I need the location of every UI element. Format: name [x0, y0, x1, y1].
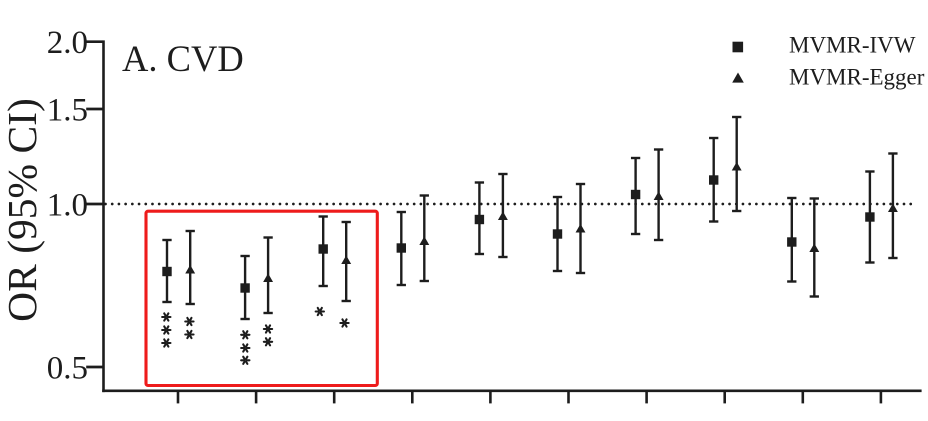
svg-text:1.0: 1.0 — [47, 187, 88, 223]
svg-text:A. CVD: A. CVD — [122, 38, 244, 79]
svg-text:MVMR-IVW: MVMR-IVW — [789, 33, 916, 58]
svg-text:MVMR-Egger: MVMR-Egger — [789, 65, 925, 90]
svg-text:0.5: 0.5 — [47, 350, 88, 386]
svg-text:1.5: 1.5 — [47, 92, 88, 128]
svg-text:OR (95% CI): OR (95% CI) — [0, 98, 46, 322]
svg-text:2.0: 2.0 — [47, 25, 88, 61]
